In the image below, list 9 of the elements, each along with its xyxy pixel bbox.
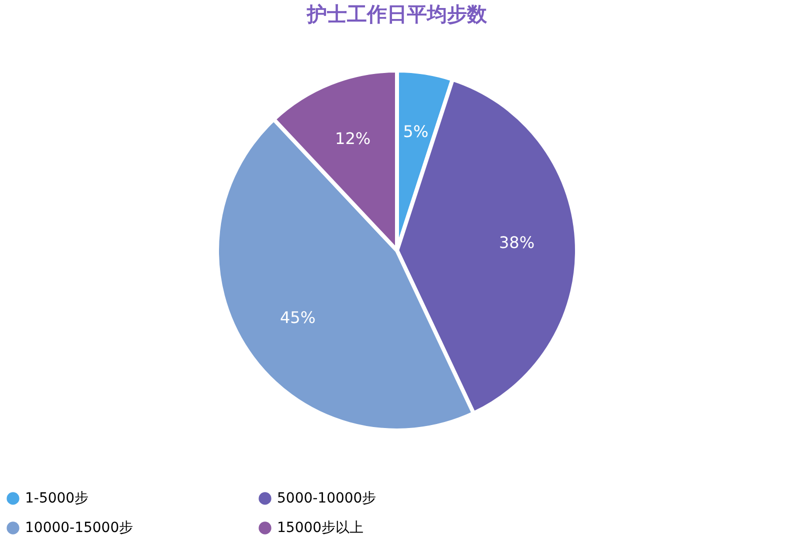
data-label: 12% [335, 128, 371, 148]
legend-label: 1-5000步 [25, 490, 89, 506]
data-label: 45% [280, 308, 316, 327]
legend-label: 5000-10000步 [277, 490, 376, 506]
legend-label: 10000-15000步 [25, 520, 134, 536]
data-label: 38% [498, 232, 535, 252]
data-label: 5% [403, 122, 428, 141]
chart-title: 护士工作日平均步数 [306, 2, 488, 26]
legend-label: 15000步以上 [277, 520, 364, 536]
